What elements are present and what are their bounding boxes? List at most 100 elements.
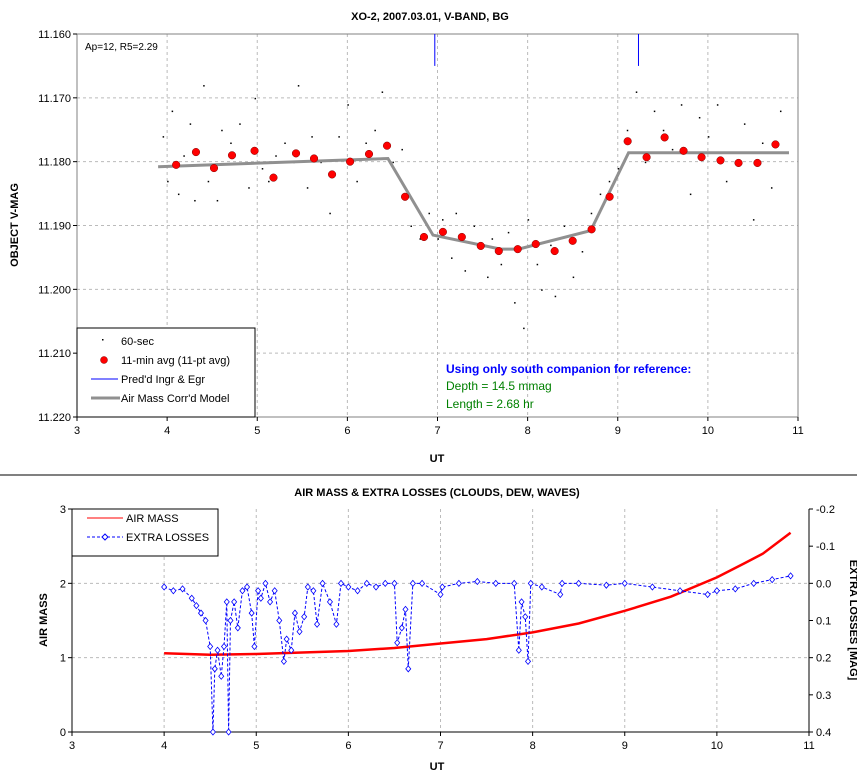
annotation-length: Length = 2.68 hr (446, 397, 534, 411)
annotation-heading: Using only south companion for reference… (446, 362, 691, 376)
avg-point (382, 141, 392, 150)
avg-point (734, 158, 743, 167)
top-grid (77, 34, 798, 417)
extra-losses-point (439, 583, 446, 591)
extra-losses-line (163, 575, 791, 733)
extra-losses-point (197, 609, 204, 617)
x-tick-label: 3 (69, 740, 75, 752)
60-sec-point (189, 123, 192, 125)
x-tick-label: 9 (615, 425, 621, 437)
extra-losses-point (750, 579, 757, 587)
60-sec-point (216, 199, 219, 202)
avg-point (697, 153, 706, 162)
60-sec-point (381, 91, 384, 93)
extra-losses-point (363, 579, 370, 587)
60-sec-point (306, 187, 309, 189)
extra-losses-point (179, 585, 186, 593)
avg-point (679, 146, 688, 155)
extra-losses-point (398, 624, 405, 632)
extra-losses-point (207, 642, 214, 651)
y-tick-label: 11.170 (38, 93, 71, 105)
top-chart-title: XO-2, 2007.03.01, V-BAND, BG (351, 11, 509, 23)
extra-losses-point (522, 613, 529, 621)
60-sec-point (455, 212, 458, 215)
annotation-depth: Depth = 14.5 mmag (446, 379, 552, 393)
avg-point (494, 246, 503, 256)
extra-losses-point (527, 579, 534, 587)
60-sec-point (523, 327, 525, 330)
60-sec-point (248, 187, 250, 189)
extra-losses-point (677, 587, 684, 595)
avg-point (605, 192, 614, 201)
60-sec-point (194, 199, 196, 202)
60-sec-point (572, 276, 575, 279)
extra-losses-point (225, 728, 232, 736)
60-sec-point (356, 180, 358, 183)
x-tick-label: 6 (345, 740, 351, 752)
extra-losses-point (276, 616, 283, 625)
60-sec-point (239, 123, 241, 125)
60-sec-point (320, 161, 322, 164)
60-sec-point (635, 91, 638, 93)
extra-losses-point (382, 579, 389, 587)
extra-losses-point (251, 642, 258, 651)
y2-tick-label: 0.4 (816, 727, 831, 739)
y-tick-label: 0 (60, 727, 66, 739)
avg-point (250, 146, 259, 155)
avg-point (771, 140, 780, 149)
extra-losses-point (354, 587, 361, 595)
60-sec-point (311, 136, 313, 138)
extra-losses-point (304, 583, 311, 591)
avg-point (660, 133, 669, 142)
extra-losses-point (202, 616, 209, 625)
avg-point (531, 239, 540, 249)
bottom-legend: AIR MASS EXTRA LOSSES (71, 508, 219, 557)
extra-losses-point (787, 572, 794, 580)
y-tick-label: 3 (60, 504, 66, 516)
60-sec-point (590, 212, 593, 215)
x-tick-label: 5 (253, 740, 259, 752)
legend-label: 60-sec (121, 336, 155, 348)
60-sec-point (261, 168, 264, 170)
extra-losses-point (301, 613, 308, 621)
60-sec-point (527, 219, 530, 221)
y2-tick-label: 0.1 (816, 616, 831, 628)
60-sec-point (347, 104, 349, 106)
extra-losses-point (271, 587, 278, 595)
legend-label: Pred'd Ingr & Egr (121, 374, 205, 386)
60-sec-point (698, 116, 701, 119)
extra-losses-point (333, 620, 340, 628)
60-sec-point (487, 276, 489, 279)
avg-point (364, 149, 374, 159)
extra-losses-point (391, 579, 398, 587)
extra-losses-point (288, 646, 295, 654)
60-sec-point (550, 244, 552, 247)
x-tick-label: 10 (711, 740, 723, 752)
extra-losses-point (394, 639, 401, 647)
y-tick-label: 11.190 (38, 221, 71, 233)
legend-diamond-icon (101, 533, 109, 541)
y-tick-label: 11.180 (38, 157, 71, 169)
top-x-axis-label: UT (430, 453, 445, 465)
y2-tick-label: -0.2 (816, 504, 835, 516)
top-axis-ticks: 3 4 5 6 7 8 9 10 11 11.160 11.170 11.180 11.190 11.20… (38, 29, 804, 437)
extra-losses-point (402, 605, 409, 613)
legend-dot-icon (102, 339, 104, 341)
60-sec-point (254, 97, 257, 100)
60-sec-point (451, 257, 453, 259)
extra-losses-point (283, 635, 290, 643)
x-tick-label: 5 (254, 425, 260, 437)
extra-losses-point (314, 620, 321, 628)
x-tick-label: 11 (803, 740, 814, 752)
60-sec-point (392, 161, 394, 164)
avg-point (172, 160, 181, 169)
extra-losses-point (538, 583, 545, 591)
extra-losses-point (511, 579, 518, 587)
extra-losses-point (214, 646, 221, 654)
avg-point (291, 149, 301, 158)
extra-losses-point (474, 577, 481, 586)
extra-losses-point (255, 587, 262, 595)
x-tick-label: 11 (792, 425, 803, 437)
aperture-annotation: Ap=12, R5=2.29 (85, 42, 158, 53)
